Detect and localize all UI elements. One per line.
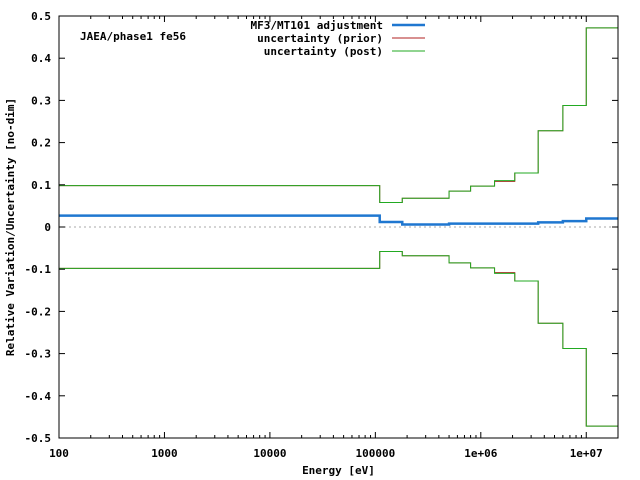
series-line-mf3-mt101-adjustment — [59, 214, 618, 226]
y-tick-label: 0.5 — [31, 10, 51, 23]
y-tick-label: 0.2 — [31, 137, 51, 150]
series-layer — [59, 27, 618, 427]
y-tick-label: 0.1 — [31, 179, 51, 192]
x-tick-label: 1000 — [151, 447, 178, 460]
legend-label: uncertainty (post) — [264, 45, 383, 58]
series-line-uncertainty-post — [59, 27, 618, 204]
series-line-uncertainty-post-negative — [59, 250, 618, 427]
plot-annotation: JAEA/phase1 fe56 — [80, 30, 186, 43]
y-tick-label: -0.3 — [25, 348, 52, 361]
y-tick-label: 0.4 — [31, 52, 51, 65]
y-tick-label: -0.5 — [25, 432, 52, 445]
x-axis-label: Energy [eV] — [302, 464, 375, 477]
legend-label: MF3/MT101 adjustment — [251, 19, 383, 32]
y-tick-label: -0.4 — [25, 390, 52, 403]
ticks-layer: 0.5 0.4 0.3 0.2 0.1 0 -0.1 -0.2 -0.3 -0.4 -0.5 100 1… — [25, 10, 618, 460]
y-tick-label: -0.2 — [25, 305, 52, 318]
x-tick-label: 100000 — [355, 447, 395, 460]
x-tick-label: 100 — [49, 447, 69, 460]
legend-label: uncertainty (prior) — [257, 32, 383, 45]
x-tick-label: 1e+07 — [570, 447, 603, 460]
y-axis-label: Relative Variation/Uncertainty [no-dim] — [4, 98, 17, 356]
x-tick-label: 10000 — [253, 447, 286, 460]
y-tick-label: 0.3 — [31, 94, 51, 107]
y-tick-label: 0 — [44, 221, 51, 234]
series-line-uncertainty-prior-negative — [59, 250, 618, 427]
x-tick-label: 1e+06 — [464, 447, 497, 460]
y-tick-label: -0.1 — [25, 263, 52, 276]
